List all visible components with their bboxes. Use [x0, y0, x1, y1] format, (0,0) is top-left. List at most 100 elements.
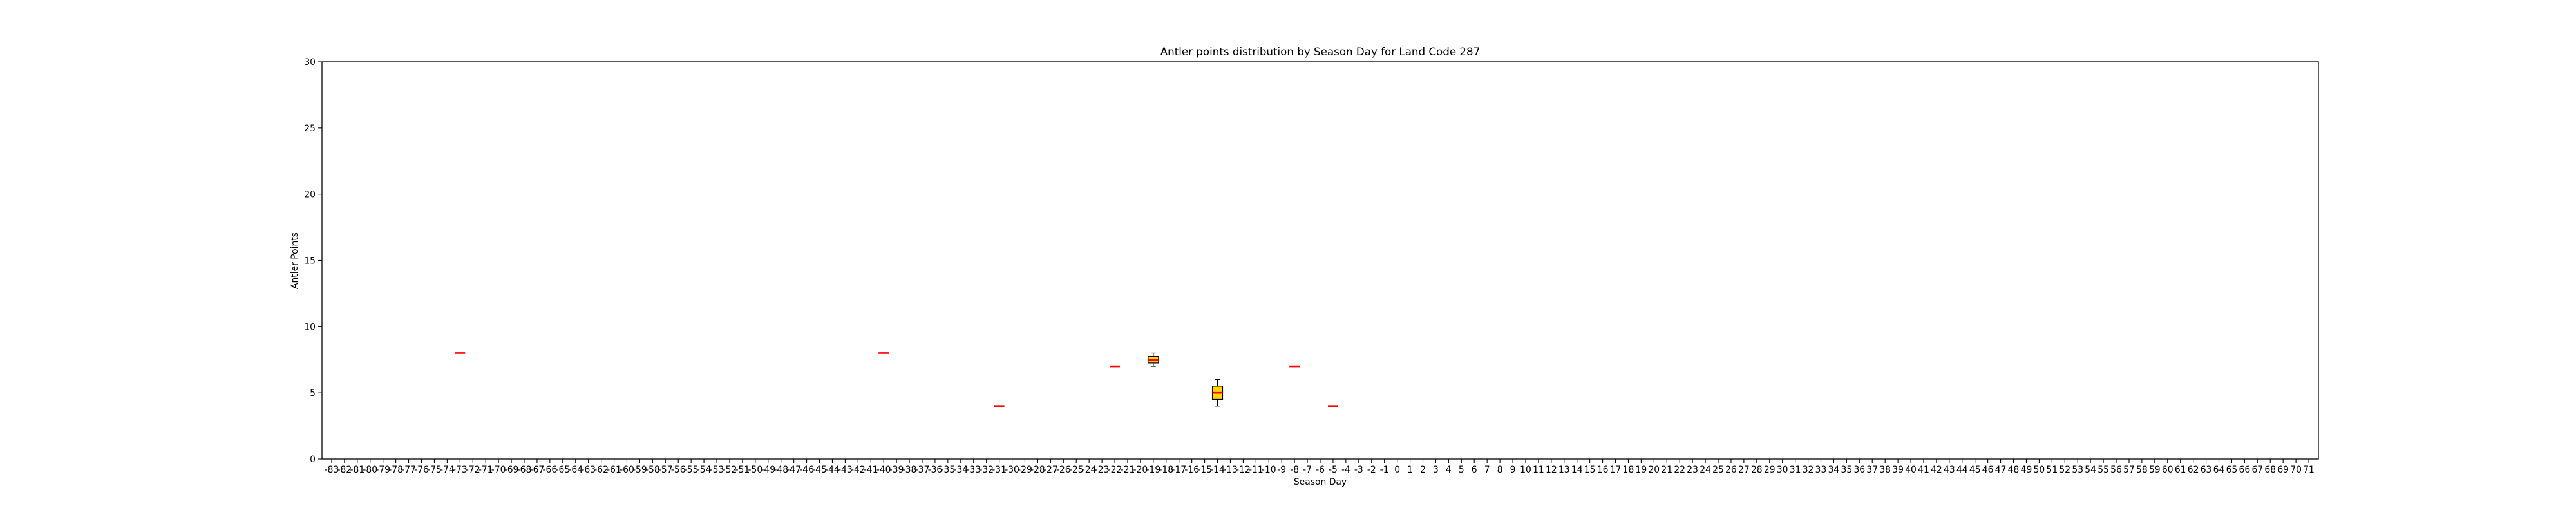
x-tick-label: -33	[966, 465, 981, 475]
x-tick-label: 36	[1853, 465, 1865, 475]
x-tick-label: 7	[1484, 465, 1490, 475]
x-tick-label: 64	[2213, 465, 2225, 475]
x-tick-label: -75	[427, 465, 442, 475]
x-tick-label: -82	[337, 465, 352, 475]
x-tick-label: -40	[876, 465, 891, 475]
x-tick-label: 14	[1571, 465, 1583, 475]
y-tick-label: 25	[304, 124, 316, 134]
x-tick-label: -66	[543, 465, 558, 475]
x-tick-label: -10	[1262, 465, 1276, 475]
x-tick-label: -81	[350, 465, 365, 475]
x-tick-label: 13	[1558, 465, 1570, 475]
x-ticks: -83-82-81-80-79-78-77-76-75-74-73-72-71-…	[325, 459, 2315, 475]
x-tick-label: -64	[568, 465, 583, 475]
x-tick-label: -16	[1184, 465, 1199, 475]
x-tick-label: 43	[1944, 465, 1955, 475]
x-tick-label: 60	[2162, 465, 2174, 475]
x-tick-label: -6	[1316, 465, 1325, 475]
x-tick-label: 63	[2201, 465, 2212, 475]
x-tick-label: -46	[799, 465, 814, 475]
x-tick-label: 50	[2034, 465, 2045, 475]
x-tick-label: 30	[1777, 465, 1788, 475]
x-tick-label: 68	[2264, 465, 2276, 475]
x-tick-label: -44	[825, 465, 840, 475]
x-tick-label: 23	[1687, 465, 1698, 475]
x-tick-label: 6	[1472, 465, 1477, 475]
x-tick-label: -62	[594, 465, 609, 475]
x-tick-label: -11	[1249, 465, 1264, 475]
x-tick-label: -36	[928, 465, 943, 475]
x-tick-label: -8	[1290, 465, 1299, 475]
x-tick-label: 17	[1610, 465, 1622, 475]
x-tick-label: 47	[1995, 465, 2007, 475]
x-tick-label: 4	[1446, 465, 1452, 475]
boxes-layer	[455, 352, 1338, 407]
x-tick-label: 53	[2072, 465, 2083, 475]
x-tick-label: 22	[1674, 465, 1685, 475]
x-tick-label: -76	[414, 465, 429, 475]
x-tick-label: -14	[1210, 465, 1225, 475]
x-tick-label: -42	[851, 465, 866, 475]
x-tick-label: -65	[555, 465, 570, 475]
chart-title: Antler points distribution by Season Day…	[1160, 45, 1481, 58]
x-tick-label: 62	[2188, 465, 2199, 475]
x-tick-label: -53	[710, 465, 724, 475]
x-tick-label: -28	[1030, 465, 1045, 475]
x-tick-label: 35	[1841, 465, 1853, 475]
x-tick-label: -17	[1171, 465, 1186, 475]
x-tick-label: 67	[2251, 465, 2263, 475]
x-tick-label: -68	[517, 465, 532, 475]
x-tick-label: -23	[1095, 465, 1110, 475]
x-tick-label: 19	[1636, 465, 1647, 475]
x-tick-label: -2	[1367, 465, 1376, 475]
x-tick-label: 10	[1520, 465, 1531, 475]
x-tick-label: 54	[2085, 465, 2096, 475]
x-tick-label: 41	[1918, 465, 1929, 475]
x-tick-label: -58	[645, 465, 660, 475]
x-tick-label: 31	[1790, 465, 1801, 475]
x-tick-label: -4	[1341, 465, 1350, 475]
x-tick-label: 1	[1407, 465, 1413, 475]
x-tick-label: 70	[2290, 465, 2302, 475]
x-tick-label: -13	[1223, 465, 1238, 475]
x-tick-label: -54	[697, 465, 712, 475]
x-tick-label: -61	[607, 465, 621, 475]
x-tick-label: 24	[1700, 465, 1711, 475]
x-tick-label: -38	[902, 465, 917, 475]
x-tick-label: -25	[1069, 465, 1084, 475]
x-tick-label: -37	[915, 465, 930, 475]
x-tick-label: 9	[1510, 465, 1516, 475]
x-tick-label: 21	[1661, 465, 1672, 475]
x-tick-label: 11	[1533, 465, 1544, 475]
x-tick-label: -52	[723, 465, 737, 475]
x-tick-label: -71	[478, 465, 493, 475]
x-tick-label: 12	[1546, 465, 1557, 475]
y-ticks: 0 5 10 15 20 25 30	[304, 57, 322, 465]
x-tick-label: 38	[1879, 465, 1891, 475]
x-tick-label: 26	[1725, 465, 1737, 475]
x-tick-label: -18	[1159, 465, 1173, 475]
x-tick-label: -57	[658, 465, 673, 475]
x-tick-label: 28	[1751, 465, 1763, 475]
x-tick-label: -74	[440, 465, 455, 475]
x-tick-label: 34	[1828, 465, 1840, 475]
x-tick-label: 16	[1597, 465, 1609, 475]
x-tick-label: 66	[2239, 465, 2251, 475]
x-tick-label: 59	[2149, 465, 2161, 475]
x-tick-label: 39	[1892, 465, 1904, 475]
y-tick-label: 15	[304, 256, 316, 267]
y-tick-label: 5	[310, 388, 316, 398]
x-tick-label: -29	[1018, 465, 1032, 475]
x-tick-label: 44	[1956, 465, 1968, 475]
x-tick-label: -20	[1133, 465, 1148, 475]
x-tick-label: 20	[1648, 465, 1660, 475]
x-tick-label: 33	[1815, 465, 1827, 475]
x-tick-label: 52	[2059, 465, 2070, 475]
x-tick-label: 65	[2226, 465, 2238, 475]
x-tick-label: -1	[1380, 465, 1389, 475]
x-tick-label: -41	[864, 465, 878, 475]
x-tick-label: -21	[1121, 465, 1135, 475]
x-tick-label: 71	[2303, 465, 2315, 475]
x-tick-label: 55	[2098, 465, 2109, 475]
